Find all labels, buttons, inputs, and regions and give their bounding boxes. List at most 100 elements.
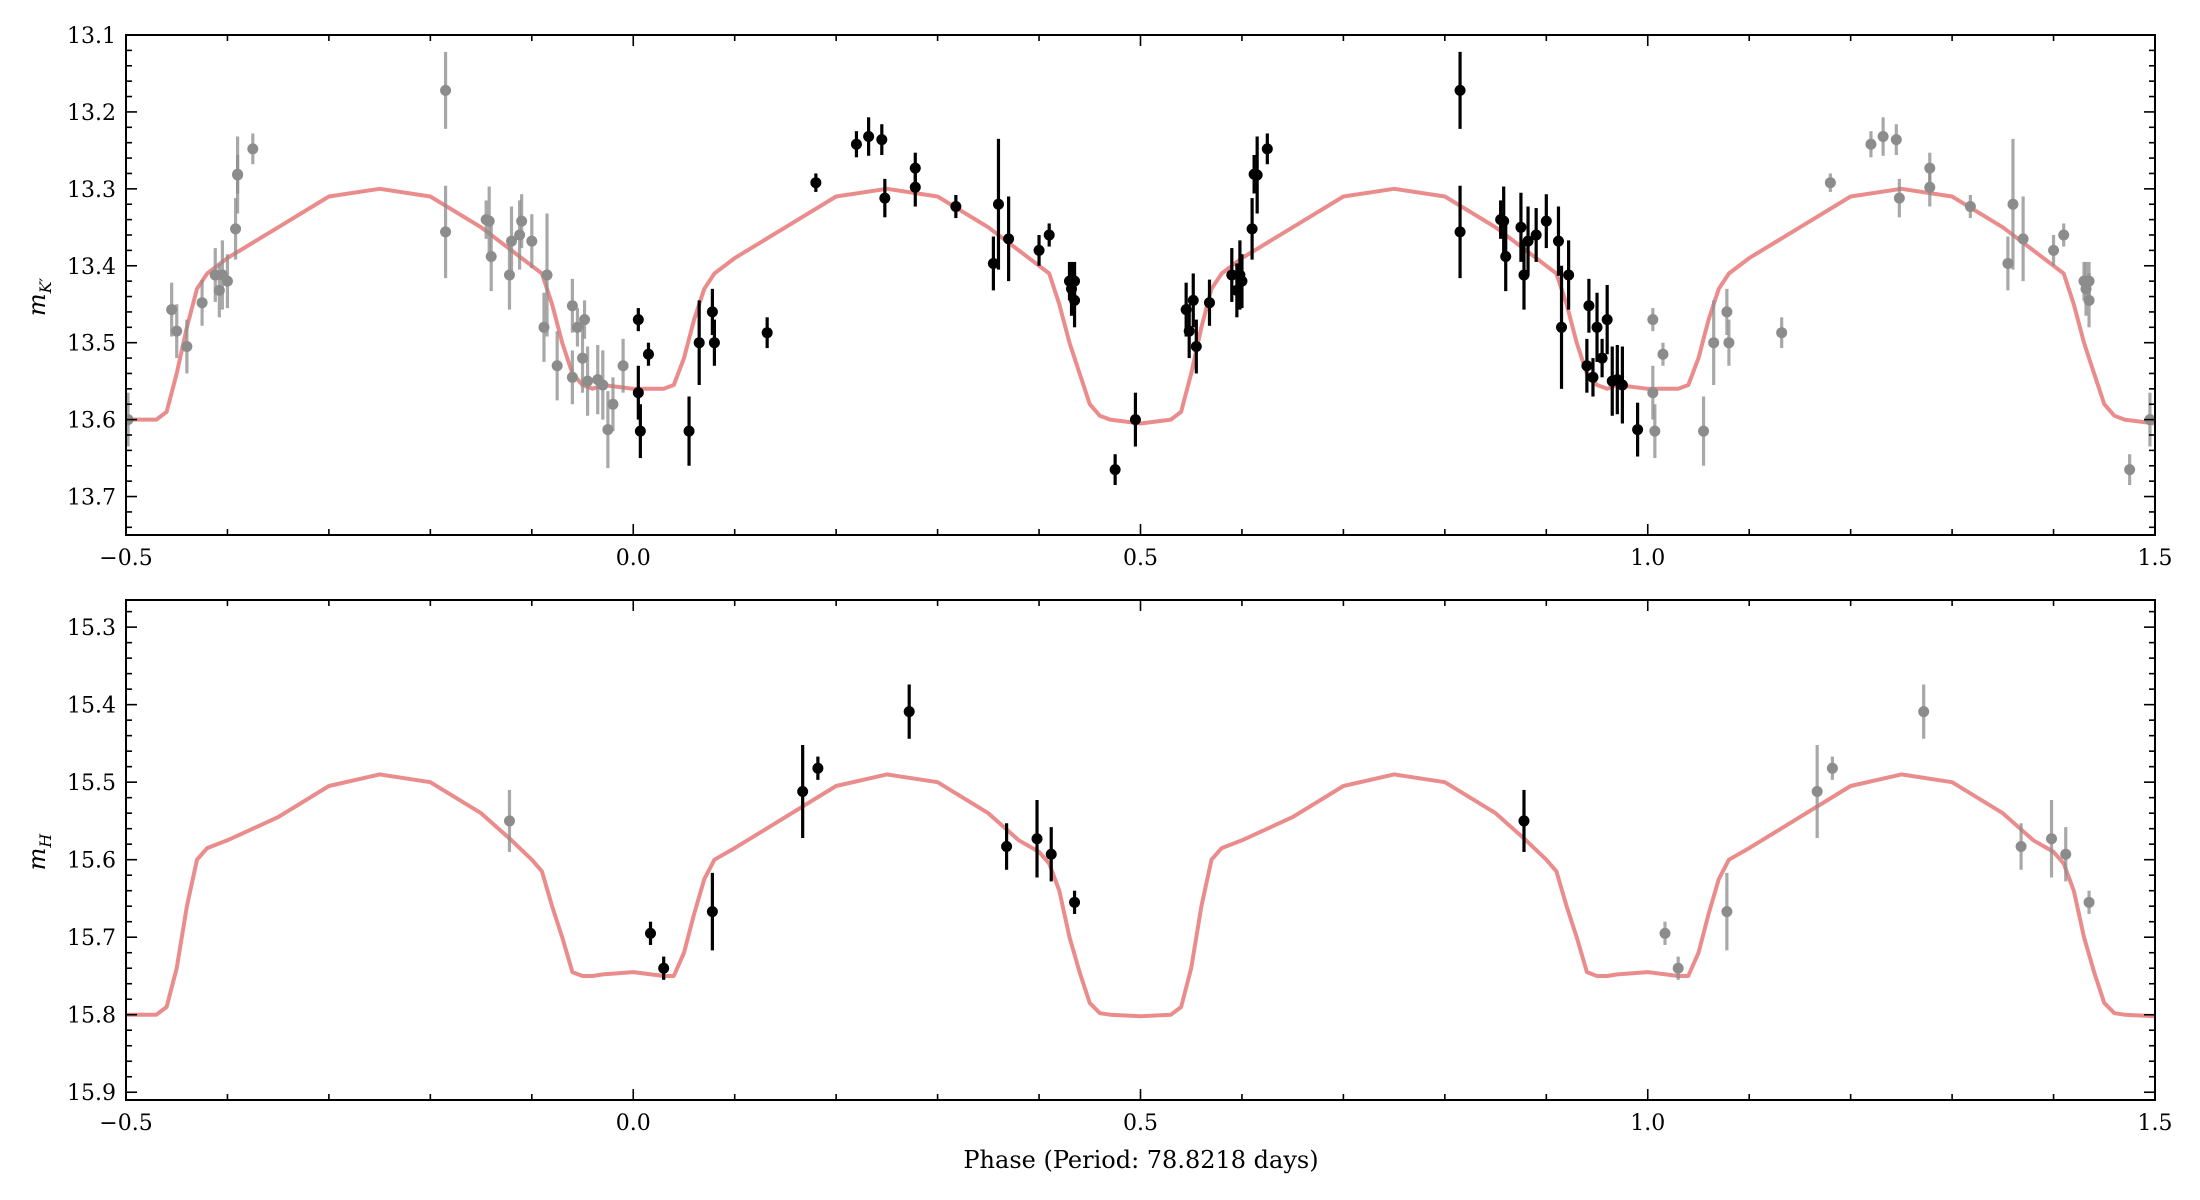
repeat-point (551, 360, 563, 372)
repeat-point (1721, 306, 1733, 318)
data-layer (126, 51, 2155, 485)
data-point (909, 181, 921, 193)
x-axis-label: Phase (Period: 78.8218 days) (963, 1146, 1318, 1174)
repeat-point (1672, 962, 1684, 974)
y-tick-label: 15.7 (67, 926, 116, 951)
x-tick-label: 1.5 (2138, 1111, 2173, 1136)
repeat-point (1698, 425, 1710, 437)
repeat-point (1708, 337, 1720, 349)
data-point (1251, 169, 1263, 181)
repeat-point (1657, 348, 1669, 360)
repeat-point (2017, 233, 2029, 245)
model-curve (126, 772, 2155, 1019)
y-tick-label: 13.2 (67, 101, 116, 126)
data-point (1498, 215, 1510, 227)
data-point (1203, 297, 1215, 309)
y-tick-label: 15.9 (67, 1081, 116, 1106)
data-point (1515, 221, 1527, 233)
repeat-point (617, 360, 629, 372)
x-tick-label: 1.0 (1630, 1111, 1665, 1136)
data-point (1069, 896, 1081, 908)
x-tick-label: −0.5 (99, 546, 152, 571)
repeat-point (1824, 177, 1836, 189)
repeat-point (1776, 327, 1788, 339)
data-point (1454, 226, 1466, 238)
repeat-point (232, 169, 244, 181)
data-point (761, 327, 773, 339)
panel-top: −0.5 0.0 0.5 1.0 1.5 13.1 13.2 13.3 13.4 13.5 13.6… (23, 24, 2173, 571)
data-point (1540, 215, 1552, 227)
repeat-point (2002, 257, 2014, 269)
data-point (950, 201, 962, 213)
repeat-point (514, 229, 526, 241)
data-point (632, 314, 644, 326)
repeat-point (503, 269, 515, 281)
data-point (1522, 235, 1534, 247)
data-point (644, 927, 656, 939)
x-tick-label: 0.5 (1123, 546, 1158, 571)
data-point (1001, 841, 1013, 853)
data-point (1190, 341, 1202, 353)
repeat-point (602, 424, 614, 436)
repeat-point (2124, 464, 2136, 476)
repeat-point (2007, 198, 2019, 210)
repeat-point (526, 235, 538, 247)
y-tick-label: 13.6 (67, 409, 116, 434)
ylabel-top: mK′ (23, 277, 55, 316)
data-layer (126, 684, 2155, 1019)
data-point (1045, 848, 1057, 860)
repeat-point (247, 143, 259, 155)
x-tick-label: 0.0 (616, 1111, 651, 1136)
repeat-point (171, 325, 183, 337)
data-point (708, 337, 720, 349)
data-point (1246, 223, 1258, 235)
model-curve (126, 186, 2155, 426)
data-point (879, 192, 891, 204)
data-point (632, 387, 644, 399)
data-point (1591, 321, 1603, 333)
repeat-point (503, 815, 515, 827)
repeat-point (1893, 192, 1905, 204)
repeat-point (571, 321, 583, 333)
repeat-point (1890, 134, 1902, 146)
data-point (812, 762, 824, 774)
y-tick-label: 15.4 (67, 694, 116, 719)
repeat-point (2046, 833, 2058, 845)
data-point (1583, 300, 1595, 312)
data-point (706, 906, 718, 918)
repeat-point (1649, 425, 1661, 437)
data-point (1581, 360, 1593, 372)
repeat-point (1647, 314, 1659, 326)
y-tick-label: 13.1 (67, 24, 116, 49)
repeat-point (1924, 181, 1936, 193)
y-tick-label: 15.3 (67, 616, 116, 641)
y-tick-label: 13.4 (67, 255, 116, 280)
data-point (903, 706, 915, 718)
data-point (1596, 352, 1608, 364)
repeat-point (2083, 294, 2095, 306)
repeat-point (2060, 848, 2072, 860)
data-point (810, 177, 822, 189)
data-point (876, 134, 888, 146)
repeat-point (1811, 785, 1823, 797)
data-point (642, 348, 654, 360)
data-point (1183, 325, 1195, 337)
data-point (634, 425, 646, 437)
data-point (1236, 275, 1248, 287)
repeat-point (2083, 896, 2095, 908)
x-tick-label: 1.5 (2138, 546, 2173, 571)
repeat-point (582, 375, 594, 387)
repeat-point (1647, 387, 1659, 399)
repeat-point (541, 269, 553, 281)
data-point (683, 425, 695, 437)
data-point (1563, 269, 1575, 281)
data-point (992, 198, 1004, 210)
data-point (1129, 414, 1141, 426)
data-point (1069, 294, 1081, 306)
repeat-point (566, 300, 578, 312)
data-point (1003, 233, 1015, 245)
plot-area-top: −0.5 0.0 0.5 1.0 1.5 13.1 13.2 13.3 13.4 13.5 13.6… (67, 24, 2172, 571)
x-tick-label: 0.5 (1123, 1111, 1158, 1136)
y-tick-label: 15.6 (67, 849, 116, 874)
